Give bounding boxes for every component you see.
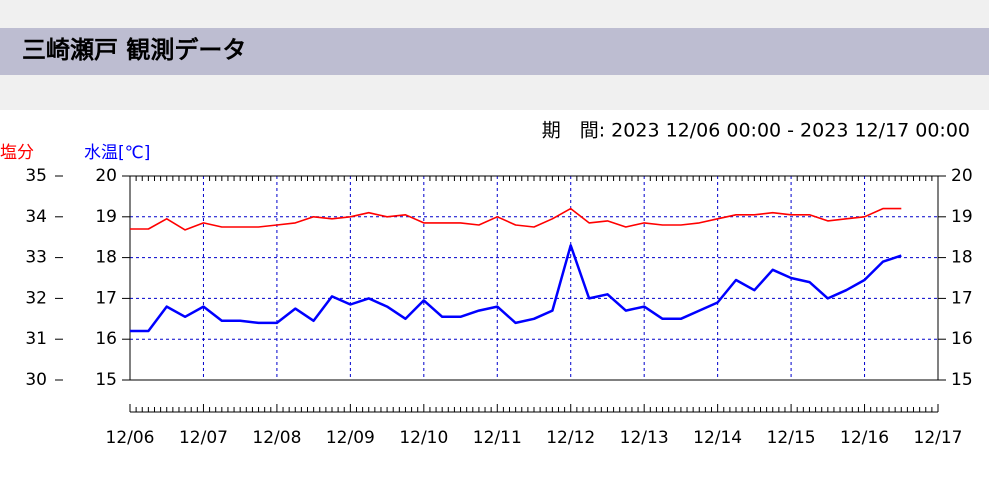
y-tick-label: 30 <box>25 370 47 390</box>
x-tick-label: 12/16 <box>840 428 889 448</box>
y2-tick-label: 15 <box>95 370 117 390</box>
header-band <box>0 28 989 75</box>
period: 期 間: 2023 12/06 00:00 - 2023 12/17 00:00 <box>542 120 970 142</box>
y2-tick-label-right: 15 <box>951 370 973 390</box>
y2-tick-label: 20 <box>95 166 117 186</box>
x-tick-label: 12/08 <box>252 428 301 448</box>
series-line <box>130 207 902 231</box>
x-tick-label: 12/09 <box>326 428 375 448</box>
x-tick-label: 12/13 <box>620 428 669 448</box>
y2-tick-label: 17 <box>95 288 117 308</box>
x-tick-label: 12/06 <box>106 428 155 448</box>
y2-tick-label-right: 20 <box>951 166 973 186</box>
page-title: 三崎瀬戸 観測データ <box>22 36 246 64</box>
y2-tick-label-right: 18 <box>951 248 973 268</box>
y-label: 塩分 <box>0 143 34 163</box>
y2-tick-label: 19 <box>95 207 117 227</box>
y2-tick-label-right: 19 <box>951 207 973 227</box>
x-tick-label: 12/15 <box>767 428 816 448</box>
y-tick-label: 32 <box>25 288 47 308</box>
y2-tick-label-right: 16 <box>951 329 973 349</box>
y2-label: 水温[℃] <box>84 143 150 163</box>
y-tick-label: 35 <box>25 166 47 186</box>
plot-frame <box>129 175 939 381</box>
y-tick-label: 33 <box>25 248 47 268</box>
x-tick-label: 12/17 <box>914 428 963 448</box>
x-tick-label: 12/14 <box>693 428 742 448</box>
series-line <box>130 244 902 333</box>
y-tick-label: 31 <box>25 329 47 349</box>
y2-tick-label-right: 17 <box>951 288 973 308</box>
x-tick-label: 12/07 <box>179 428 228 448</box>
x-tick-label: 12/11 <box>473 428 522 448</box>
y2-tick-label: 18 <box>95 248 117 268</box>
y2-tick-label: 16 <box>95 329 117 349</box>
x-tick-label: 12/10 <box>399 428 448 448</box>
x-tick-label: 12/12 <box>546 428 595 448</box>
y-tick-label: 34 <box>25 207 47 227</box>
